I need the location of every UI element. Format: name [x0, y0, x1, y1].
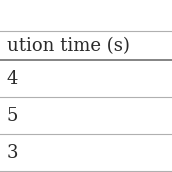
Text: 3: 3 [7, 144, 18, 162]
Text: ution time (s): ution time (s) [7, 37, 130, 55]
Text: 5: 5 [7, 107, 18, 125]
Text: 4: 4 [7, 70, 18, 88]
